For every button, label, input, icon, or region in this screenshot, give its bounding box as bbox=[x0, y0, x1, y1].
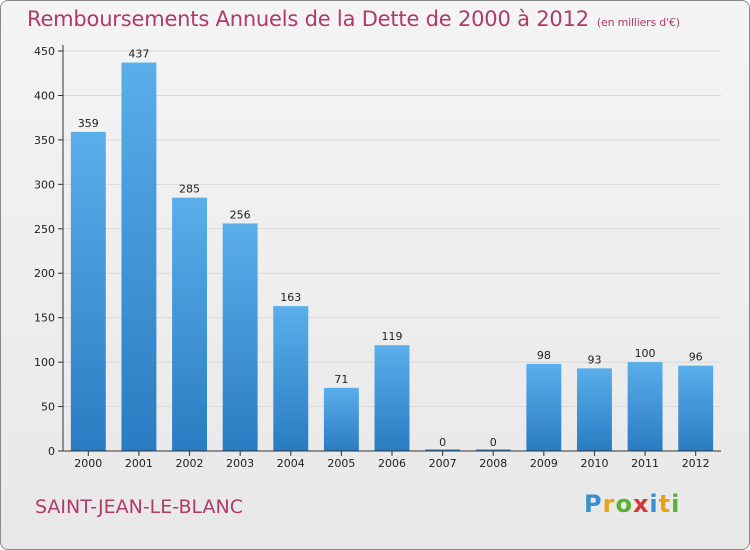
bar bbox=[273, 306, 309, 451]
value-label: 93 bbox=[587, 353, 601, 366]
x-tick-label: 2002 bbox=[176, 457, 204, 470]
y-tick-label: 300 bbox=[34, 178, 55, 191]
value-label: 359 bbox=[78, 117, 99, 130]
value-label: 71 bbox=[334, 373, 348, 386]
y-tick-label: 200 bbox=[34, 267, 55, 280]
x-tick-label: 2001 bbox=[125, 457, 153, 470]
y-tick-label: 350 bbox=[34, 134, 55, 147]
value-label: 437 bbox=[128, 48, 149, 61]
value-label: 98 bbox=[537, 349, 551, 362]
bar bbox=[576, 368, 612, 451]
bar bbox=[627, 362, 663, 451]
logo-letter: o bbox=[615, 490, 633, 518]
x-tick-label: 2011 bbox=[631, 457, 659, 470]
labels: 0 50 100 150 200 250 300 350 400 450 359 2000 437 200… bbox=[34, 45, 710, 470]
x-tick-label: 2004 bbox=[277, 457, 305, 470]
proxiti-logo: Proxiti bbox=[584, 490, 680, 518]
value-label: 119 bbox=[382, 330, 403, 343]
x-tick-label: 2012 bbox=[682, 457, 710, 470]
value-label: 163 bbox=[280, 291, 301, 304]
y-tick-label: 400 bbox=[34, 89, 55, 102]
value-label: 0 bbox=[490, 436, 497, 449]
value-label: 0 bbox=[439, 436, 446, 449]
x-tick-label: 2006 bbox=[378, 457, 406, 470]
chart-title-text: Remboursements Annuels de la Dette de 20… bbox=[27, 7, 589, 31]
axes bbox=[58, 45, 721, 456]
logo-letter: r bbox=[602, 490, 616, 518]
town-name: SAINT-JEAN-LE-BLANC bbox=[35, 496, 243, 518]
bar bbox=[425, 449, 461, 451]
logo-letter: i bbox=[671, 490, 681, 518]
y-tick-label: 250 bbox=[34, 223, 55, 236]
y-tick-label: 50 bbox=[41, 401, 55, 414]
x-tick-label: 2005 bbox=[327, 457, 355, 470]
logo-letter: x bbox=[632, 490, 650, 518]
x-tick-label: 2008 bbox=[479, 457, 507, 470]
value-label: 100 bbox=[635, 347, 656, 360]
value-label: 256 bbox=[230, 208, 251, 221]
bar bbox=[70, 131, 106, 451]
y-tick-label: 450 bbox=[34, 45, 55, 58]
logo-letter: t bbox=[658, 490, 672, 518]
bar bbox=[526, 363, 562, 451]
x-tick-label: 2007 bbox=[429, 457, 457, 470]
bar bbox=[374, 345, 410, 451]
logo-letter: i bbox=[649, 490, 659, 518]
bar bbox=[323, 387, 359, 451]
x-tick-label: 2000 bbox=[74, 457, 102, 470]
bar bbox=[678, 365, 714, 451]
bars bbox=[70, 62, 714, 452]
y-tick-label: 0 bbox=[48, 445, 55, 458]
x-tick-label: 2010 bbox=[580, 457, 608, 470]
value-label: 285 bbox=[179, 183, 200, 196]
bar bbox=[475, 449, 511, 451]
bar bbox=[121, 62, 157, 452]
logo-letter: P bbox=[584, 490, 603, 518]
y-tick-label: 150 bbox=[34, 312, 55, 325]
value-label: 96 bbox=[689, 351, 703, 364]
chart-unit: (en milliers d'€) bbox=[596, 16, 680, 29]
bar bbox=[172, 197, 208, 451]
chart-title: Remboursements Annuels de la Dette de 20… bbox=[27, 7, 680, 31]
bar bbox=[222, 223, 258, 451]
x-tick-label: 2009 bbox=[530, 457, 558, 470]
x-tick-label: 2003 bbox=[226, 457, 254, 470]
y-tick-label: 100 bbox=[34, 356, 55, 369]
